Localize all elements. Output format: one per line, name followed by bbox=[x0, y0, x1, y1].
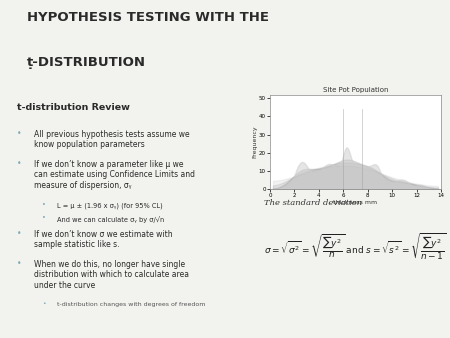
Text: •: • bbox=[17, 259, 21, 268]
Text: And we can calculate σᵧ by σ/√n: And we can calculate σᵧ by σ/√n bbox=[57, 216, 164, 223]
Text: •: • bbox=[17, 159, 21, 168]
Text: t-distribution Review: t-distribution Review bbox=[17, 103, 130, 112]
Text: $\sigma = \sqrt{\sigma^2} = \sqrt{\dfrac{\sum y^2}{n}}$ and $s = \sqrt{s^2} = \s: $\sigma = \sqrt{\sigma^2} = \sqrt{\dfrac… bbox=[264, 232, 447, 262]
Text: •: • bbox=[17, 129, 21, 138]
Text: •: • bbox=[42, 202, 45, 208]
Text: •: • bbox=[42, 215, 45, 221]
Text: When we do this, no longer have single
distribution with which to calculate area: When we do this, no longer have single d… bbox=[34, 260, 189, 290]
Text: If we don’t know a parameter like μ we
can estimate using Confidence Limits and
: If we don’t know a parameter like μ we c… bbox=[34, 160, 195, 190]
Text: All previous hypothesis tests assume we
know population parameters: All previous hypothesis tests assume we … bbox=[34, 130, 190, 149]
Text: •: • bbox=[17, 228, 21, 238]
Y-axis label: Frequency: Frequency bbox=[252, 126, 257, 158]
Text: HYPOTHESIS TESTING WITH THE: HYPOTHESIS TESTING WITH THE bbox=[27, 11, 269, 24]
Text: t-distribution changes with degrees of freedom: t-distribution changes with degrees of f… bbox=[57, 302, 205, 307]
Text: ṭ-DISTRIBUTION: ṭ-DISTRIBUTION bbox=[27, 56, 145, 69]
Text: •: • bbox=[42, 301, 45, 307]
Text: If we don’t know σ we estimate with
sample statistic like s.: If we don’t know σ we estimate with samp… bbox=[34, 230, 173, 249]
X-axis label: thickness mm: thickness mm bbox=[333, 200, 378, 205]
Text: L = μ ± (1.96 x σᵧ) (for 95% CL): L = μ ± (1.96 x σᵧ) (for 95% CL) bbox=[57, 202, 162, 209]
Title: Site Pot Population: Site Pot Population bbox=[323, 87, 388, 93]
Text: The standard deviation: The standard deviation bbox=[264, 199, 362, 207]
